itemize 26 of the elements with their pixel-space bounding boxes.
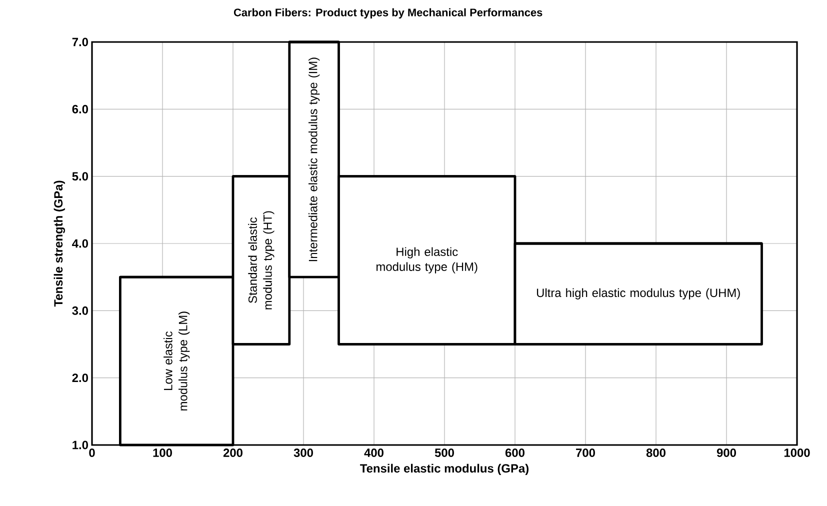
x-tick-label: 700 [576, 448, 595, 457]
x-tick-label: 600 [505, 448, 524, 457]
y-tick-label: 3.0 [72, 306, 88, 315]
y-tick-label: 6.0 [72, 104, 88, 114]
chart-title: Carbon Fibers: Product types by Mechanical Performances [234, 8, 542, 18]
x-tick-label: 200 [223, 448, 242, 457]
y-tick-label: 4.0 [72, 239, 88, 248]
series-label: Standard elastic modulus type (HT) [248, 211, 274, 310]
y-axis-title: Tensile strength (GPa) [54, 180, 66, 307]
x-tick-label: 0 [89, 448, 95, 457]
y-tick-label: 2.0 [72, 374, 88, 382]
series-label: High elastic modulus type (HM) [376, 247, 478, 274]
y-tick-label: 7.0 [72, 38, 88, 46]
x-tick-label: 300 [294, 448, 313, 458]
series-label: Intermediate elastic modulus type (IM) [308, 58, 320, 262]
series-label: Ultra high elastic modulus type (UHM) [536, 288, 740, 300]
x-tick-label: 800 [646, 448, 666, 457]
y-tick-label: 5.0 [72, 172, 88, 181]
y-tick-label: 1.0 [72, 440, 88, 450]
x-tick-label: 400 [364, 448, 384, 457]
x-tick-label: 1000 [784, 448, 810, 457]
series-label: Low elastic modulus type (LM) [164, 312, 190, 410]
x-axis-title: Tensile elastic modulus (GPa) [360, 464, 529, 475]
x-tick-label: 100 [153, 448, 172, 457]
x-tick-label: 900 [716, 448, 736, 457]
x-tick-label: 500 [434, 448, 454, 457]
